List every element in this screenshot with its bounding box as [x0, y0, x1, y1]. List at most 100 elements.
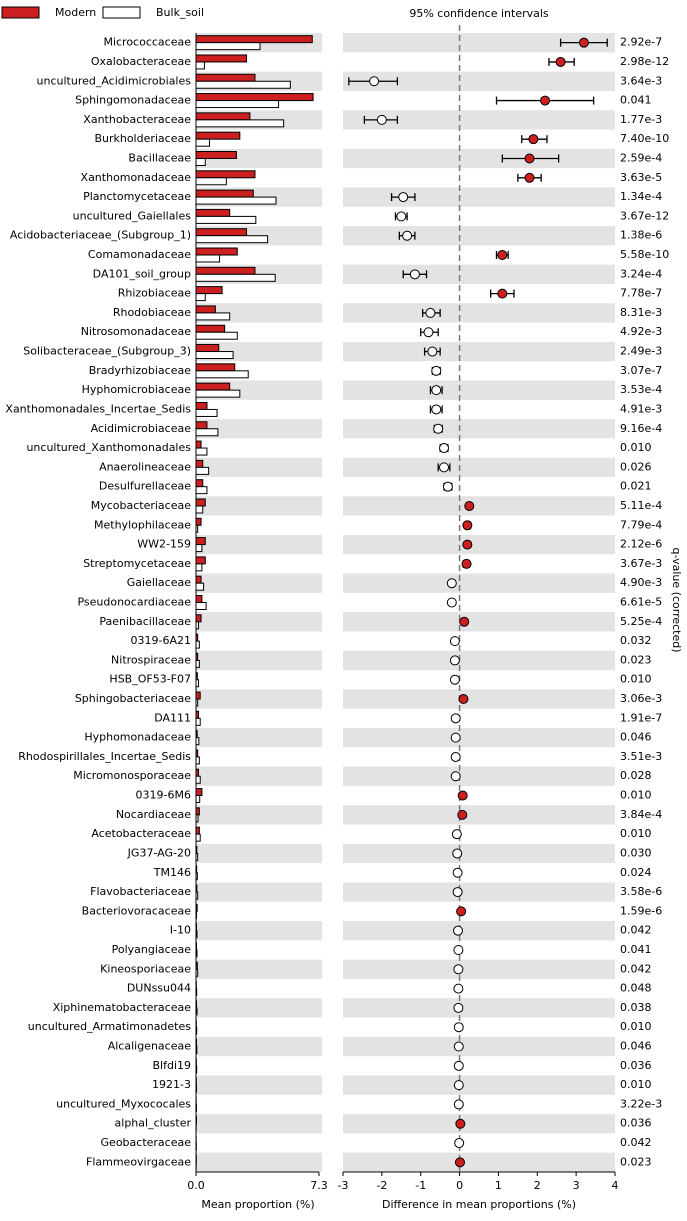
category-label: Streptomycetaceae: [83, 557, 191, 570]
difference-point: [453, 888, 462, 897]
bar: [196, 962, 197, 969]
q-value: 4.91e-3: [620, 402, 662, 415]
q-value: 0.046: [620, 1040, 652, 1053]
category-label: JG37-AG-20: [127, 846, 191, 859]
bar: [196, 931, 197, 938]
bar: [196, 924, 197, 931]
bar: [196, 757, 199, 764]
difference-point: [451, 772, 460, 781]
difference-point: [370, 77, 379, 86]
q-value: 1.77e-3: [620, 113, 662, 126]
category-label: 1921-3: [152, 1078, 191, 1091]
q-value: 3.22e-3: [620, 1097, 662, 1110]
q-value: 0.028: [620, 769, 652, 782]
difference-point: [465, 501, 474, 510]
bar: [196, 538, 205, 545]
bar: [196, 583, 204, 590]
q-value: 7.79e-4: [620, 518, 662, 531]
category-label: Kineosporiaceae: [100, 962, 191, 975]
bar: [196, 634, 198, 641]
bar: [196, 653, 198, 660]
row-band: [196, 496, 322, 515]
category-label: DUNssu044: [127, 982, 191, 995]
bar: [196, 158, 205, 165]
bar: [196, 487, 207, 494]
q-value: 3.51e-3: [620, 750, 662, 763]
difference-point: [447, 598, 456, 607]
q-value: 3.58e-6: [620, 885, 662, 898]
difference-point: [454, 965, 463, 974]
category-label: Sphingobacteriaceae: [75, 692, 191, 705]
bar: [196, 1104, 197, 1111]
bar: [196, 892, 198, 899]
category-label: Micrococcaceae: [103, 36, 191, 49]
category-label: Sphingomonadaceae: [75, 94, 191, 107]
bar: [196, 1040, 197, 1047]
bar: [196, 467, 209, 474]
bar: [196, 287, 222, 294]
row-band: [343, 496, 615, 515]
category-label: Acidobacteriaceae_(Subgroup_1): [10, 229, 191, 242]
row-band: [343, 574, 615, 593]
difference-point: [428, 347, 437, 356]
bar: [196, 525, 198, 532]
difference-point: [453, 868, 462, 877]
category-label: Hyphomonadaceae: [84, 731, 191, 744]
category-label: Xanthobacteraceae: [83, 113, 191, 126]
category-label: Anaerolineaceae: [99, 460, 191, 473]
bar: [196, 132, 240, 139]
q-value: 0.030: [620, 846, 652, 859]
bar: [196, 969, 198, 976]
category-label: Bacteriovoracaceae: [82, 904, 192, 917]
bar: [196, 827, 199, 834]
bar: [196, 596, 202, 603]
category-label: Nocardiaceae: [116, 808, 191, 821]
row-band: [196, 1153, 322, 1172]
difference-point: [579, 38, 588, 47]
q-value: 6.61e-5: [620, 596, 662, 609]
q-value: 0.010: [620, 1020, 652, 1033]
difference-point: [397, 212, 406, 221]
category-label: Mycobacteriaceae: [91, 499, 192, 512]
difference-point: [453, 849, 462, 858]
bar: [196, 769, 199, 776]
bar: [196, 808, 199, 815]
difference-point: [454, 1003, 463, 1012]
category-label: Burkholderiaceae: [94, 132, 191, 145]
difference-point: [454, 1061, 463, 1070]
bar: [196, 641, 199, 648]
bar: [196, 911, 197, 918]
bar: [196, 274, 275, 281]
difference-point: [460, 617, 469, 626]
x-axis-label: Mean proportion (%): [201, 1198, 314, 1211]
q-value: 0.023: [620, 653, 652, 666]
row-band: [343, 651, 615, 670]
row-band: [196, 960, 322, 979]
difference-point: [463, 521, 472, 530]
category-label: Bradyrhizobiaceae: [89, 364, 191, 377]
bar: [196, 460, 203, 467]
bar: [196, 776, 200, 783]
difference-point: [440, 444, 449, 453]
q-value: 3.24e-4: [620, 267, 662, 280]
bar: [196, 1117, 197, 1124]
bar: [196, 557, 205, 564]
row-band: [343, 303, 615, 322]
row-band: [343, 419, 615, 438]
q-value: 1.59e-6: [620, 904, 662, 917]
q-value: 3.07e-7: [620, 364, 662, 377]
bar: [196, 113, 250, 120]
bar: [196, 383, 230, 390]
bar: [196, 699, 198, 706]
bar: [196, 197, 276, 204]
q-value: 3.64e-3: [620, 74, 662, 87]
bar: [196, 171, 255, 178]
row-band: [343, 342, 615, 361]
row-band: [196, 689, 322, 708]
row-band: [196, 1114, 322, 1133]
bar: [196, 409, 217, 416]
difference-point: [456, 1119, 465, 1128]
bar: [196, 441, 201, 448]
difference-point: [498, 289, 507, 298]
difference-point: [450, 675, 459, 684]
